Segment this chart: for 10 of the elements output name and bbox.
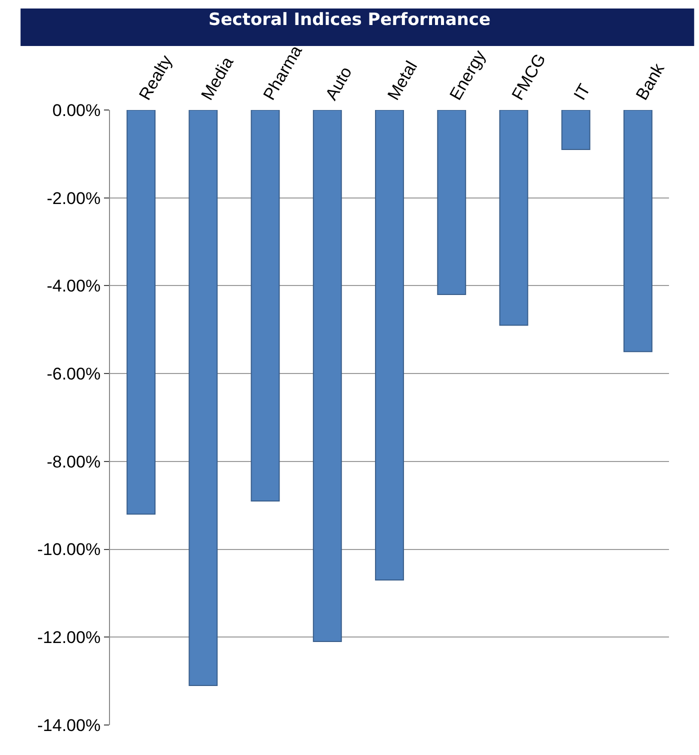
y-tick-label: -4.00%: [46, 276, 101, 296]
y-tick-label: -12.00%: [37, 628, 101, 648]
x-tick-label: IT: [570, 80, 594, 104]
y-tick-label: -6.00%: [46, 364, 101, 384]
chart-title: Sectoral Indices Performance: [208, 10, 491, 30]
y-tick-label: -2.00%: [46, 188, 101, 208]
y-tick-label: -14.00%: [37, 716, 101, 735]
y-tick-label: -10.00%: [37, 540, 101, 560]
y-tick-label: 0.00%: [52, 100, 101, 120]
y-tick-label: -8.00%: [46, 452, 101, 472]
